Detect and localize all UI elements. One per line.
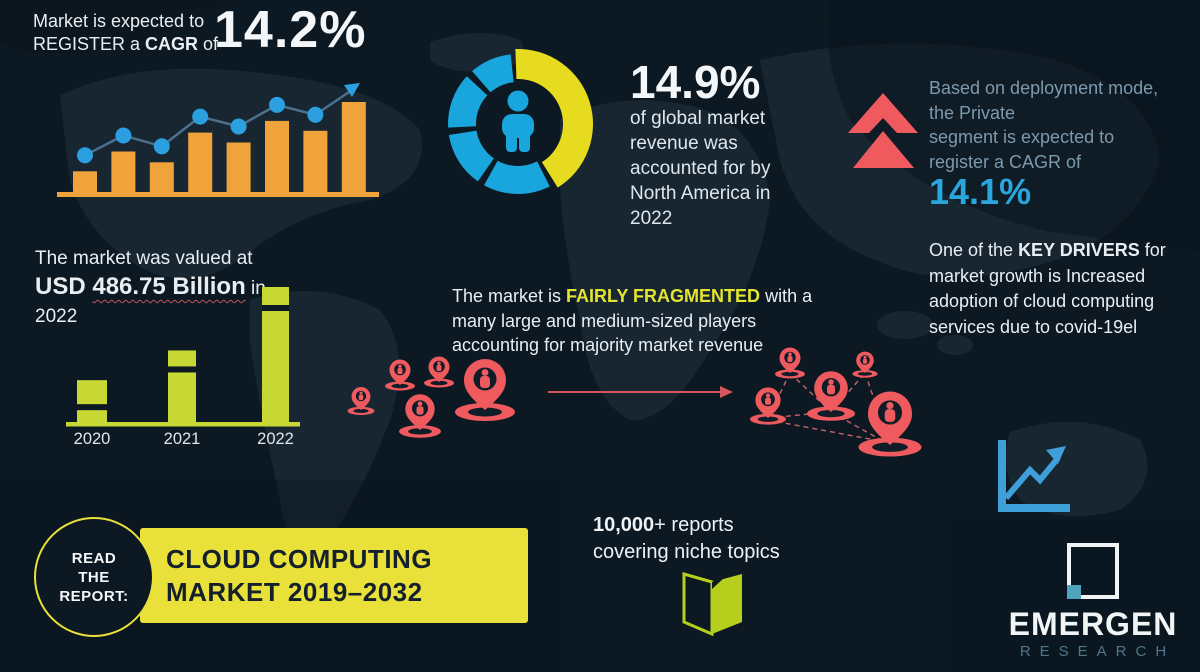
cagr-growth-chart <box>57 83 379 197</box>
market-share-donut <box>448 49 593 194</box>
cagr-statement: Market is expected to REGISTER a CAGR of <box>33 11 219 54</box>
double-up-arrows-icon <box>848 93 918 168</box>
logo-corner-accent <box>1067 585 1081 599</box>
fragmented-highlight: FAIRLY FRAGMENTED <box>566 286 761 306</box>
location-pin-person-icon <box>424 356 454 388</box>
location-pin-person-icon <box>807 371 855 421</box>
location-pins-illustration <box>347 347 922 457</box>
cagr-line1: Market is expected to <box>33 11 205 31</box>
year-label: 2022 <box>257 430 294 448</box>
emergen-research-logo: EMERGEN RESEARCH <box>1003 543 1183 660</box>
report-title: CLOUD COMPUTING MARKET 2019–2032 <box>166 543 433 607</box>
year-label: 2020 <box>74 430 111 448</box>
read-the-report-badge: READ THE REPORT: <box>34 517 154 637</box>
deployment-cagr-value: 14.1% <box>929 171 1032 212</box>
open-book-icon <box>682 572 742 637</box>
location-pin-person-icon <box>775 347 805 379</box>
fragmented-text: The market is FAIRLY FRAGMENTED with a m… <box>452 286 813 355</box>
logo-square-icon <box>1067 543 1119 599</box>
location-pin-person-icon <box>858 391 922 457</box>
north-america-value: 14.9% <box>630 56 761 108</box>
market-value-stat: The market was valued at USD 486.75 Bill… <box>35 248 266 327</box>
location-pin-person-icon <box>385 359 415 391</box>
trend-arrow-icon <box>344 83 360 97</box>
right-arrow-icon <box>548 386 733 398</box>
reports-stat: 10,000+ reports covering niche topics <box>593 514 780 563</box>
cta-banner: CLOUD COMPUTING MARKET 2019–2032 <box>140 528 528 623</box>
logo-title: EMERGEN <box>1008 606 1178 642</box>
cagr-value: 14.2% <box>214 1 367 59</box>
key-drivers-text: One of the KEY DRIVERS for market growth… <box>929 240 1166 337</box>
deployment-stat: Based on deployment mode, the Private se… <box>929 76 1179 212</box>
logo-subtitle: RESEARCH <box>1019 643 1176 660</box>
location-pin-person-icon <box>852 351 878 378</box>
north-america-stat: 14.9% of global market revenue was accou… <box>630 56 771 229</box>
location-pin-person-icon <box>347 387 375 415</box>
market-value-chart: 2020 2021 2022 <box>66 287 300 448</box>
market-value-amount: 486.75 Billion <box>92 273 246 300</box>
person-icon <box>502 90 534 152</box>
location-pin-person-icon <box>455 359 515 421</box>
line-chart-icon <box>998 440 1070 512</box>
location-pin-person-icon <box>399 394 441 438</box>
year-label: 2021 <box>164 430 201 448</box>
